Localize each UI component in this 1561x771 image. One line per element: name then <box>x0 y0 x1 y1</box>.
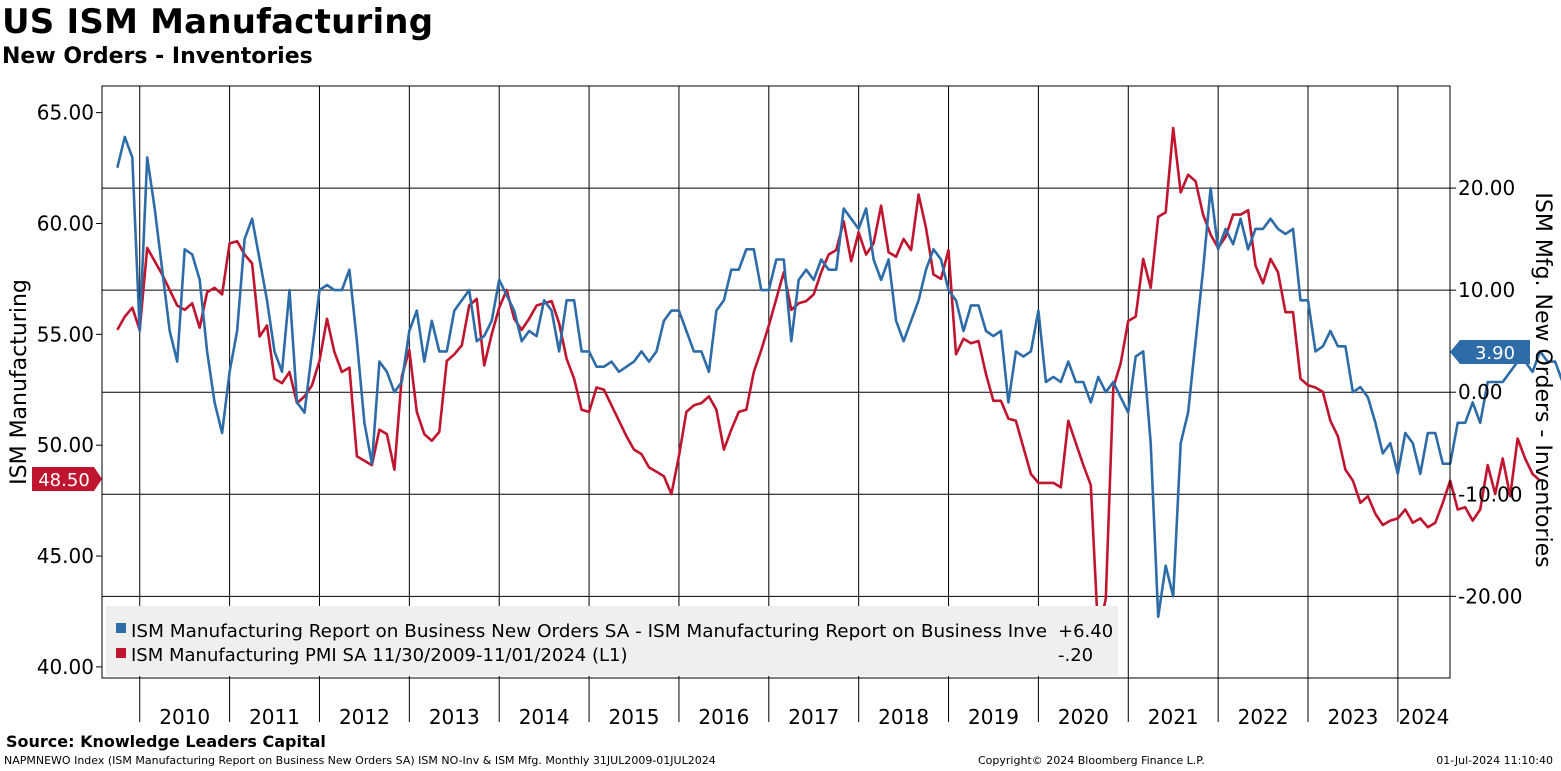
left-axis-label: ISM Manufacturing <box>7 279 32 485</box>
left-tick-label: 45.00 <box>37 544 94 568</box>
x-tick-label: 2010 <box>159 705 210 729</box>
left-tick-label: 40.00 <box>37 655 94 679</box>
chart-grid <box>102 86 1450 678</box>
copyright: Copyright© 2024 Bloomberg Finance L.P. <box>978 754 1205 767</box>
x-tick-label: 2021 <box>1148 705 1199 729</box>
x-tick-label: 2022 <box>1238 705 1289 729</box>
x-tick-label: 2012 <box>339 705 390 729</box>
page-subtitle: New Orders - Inventories <box>2 44 313 69</box>
plot-frame <box>101 85 1451 679</box>
timestamp: 01-Jul-2024 11:10:40 <box>1436 754 1553 767</box>
x-tick-label: 2019 <box>968 705 1019 729</box>
last-value-blue: 3.90 <box>1475 343 1515 364</box>
right-tick-label: -10.00 <box>1458 482 1522 506</box>
series-group-new-orders-inventories <box>116 135 1561 619</box>
left-tick-label: 60.00 <box>37 211 94 235</box>
left-axis: 40.00 45.00 50.00 55.00 60.00 65.00 <box>37 101 102 679</box>
right-tick-label: 20.00 <box>1458 176 1515 200</box>
source-label: Source: Knowledge Leaders Capital <box>6 732 326 751</box>
x-tick-label: 2014 <box>519 705 570 729</box>
x-tick-label: 2016 <box>698 705 749 729</box>
x-tick-label: 2023 <box>1327 705 1378 729</box>
page-title: US ISM Manufacturing <box>2 2 434 42</box>
series-line-new-orders-inventories <box>116 135 1561 619</box>
right-tick-label: 0.00 <box>1458 380 1503 404</box>
right-axis: -20.00 -10.00 0.00 10.00 20.00 <box>1450 176 1522 608</box>
left-tick-label: 50.00 <box>37 433 94 457</box>
left-tick-label: 65.00 <box>37 101 94 125</box>
right-axis-label: ISM Mfg. New Orders - Inventories <box>1530 192 1555 567</box>
x-tick-label: 2024 <box>1398 705 1449 729</box>
right-tick-label: 10.00 <box>1458 278 1515 302</box>
right-tick-label: -20.00 <box>1458 584 1522 608</box>
x-tick-label: 2011 <box>249 705 300 729</box>
x-tick-label: 2018 <box>878 705 929 729</box>
ticker-info: NAPMNEWO Index (ISM Manufacturing Report… <box>4 754 716 767</box>
series-line-pmi <box>116 126 1541 638</box>
last-value-badge-blue: 3.90 <box>1450 340 1530 364</box>
left-tick-label: 55.00 <box>37 322 94 346</box>
legend: ISM Manufacturing Report on Business New… <box>106 606 1118 676</box>
series-group-pmi <box>116 126 1541 638</box>
legend-label-red: ISM Manufacturing PMI SA 11/30/2009-11/0… <box>131 645 628 666</box>
x-tick-label: 2013 <box>429 705 480 729</box>
legend-value-red: -.20 <box>1058 645 1093 666</box>
legend-box <box>106 606 1118 676</box>
x-tick-label: 2015 <box>609 705 660 729</box>
x-tick-label: 2020 <box>1058 705 1109 729</box>
last-value-badge-red: 48.50 <box>32 467 102 491</box>
legend-label-blue: ISM Manufacturing Report on Business New… <box>131 621 1047 642</box>
x-tick-label: 2017 <box>788 705 839 729</box>
x-axis: 2010 2011 2012 2013 2014 2015 2016 2017 2018 2019… <box>139 678 1449 729</box>
legend-swatch-blue <box>116 623 126 633</box>
last-value-red: 48.50 <box>38 470 90 491</box>
legend-value-blue: +6.40 <box>1058 621 1113 642</box>
legend-swatch-red <box>116 648 126 658</box>
